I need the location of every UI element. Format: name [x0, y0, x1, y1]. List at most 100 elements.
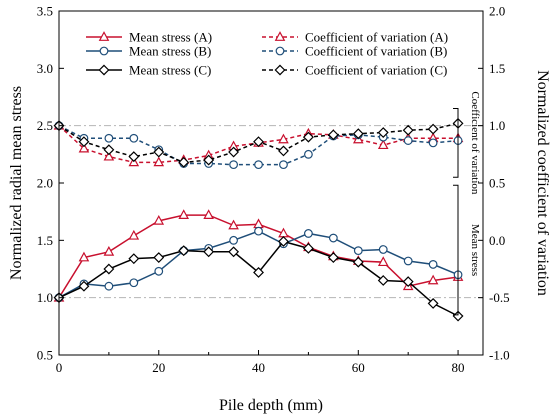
data-point	[302, 131, 314, 143]
data-point	[178, 245, 190, 257]
data-point	[254, 226, 263, 236]
y-right-tick-label: -1.0	[489, 348, 510, 363]
data-point	[229, 235, 238, 245]
legend-label: Mean stress (C)	[129, 63, 211, 78]
legend-item: Coefficient of variation (B)	[262, 44, 447, 59]
data-point	[254, 160, 263, 170]
y-right-tick-label: -0.5	[489, 290, 510, 305]
data-point	[427, 297, 439, 309]
data-point	[253, 218, 264, 229]
data-point	[327, 252, 339, 263]
data-point	[403, 136, 413, 145]
data-point	[402, 124, 414, 136]
reference-lines	[59, 125, 483, 299]
y-right-tick-label: 1.0	[489, 118, 505, 133]
data-point	[103, 263, 115, 275]
x-tick-label: 0	[56, 360, 63, 375]
y-left-tick-label: 3.0	[37, 61, 53, 76]
legend-item: Mean stress (B)	[86, 44, 211, 59]
y-right-tick-label: 0.5	[489, 176, 505, 191]
y-right-tick-label: 0.0	[489, 233, 505, 248]
legend-label: Mean stress (A)	[129, 30, 212, 45]
data-point	[228, 246, 240, 258]
legend-swatch-marker	[98, 31, 110, 41]
data-point	[428, 138, 438, 148]
y-axis-left-title: Normalized radial mean stress	[8, 86, 25, 280]
legend-item: Coefficient of variation (C)	[262, 63, 447, 78]
y-right-tick-label: 2.0	[489, 4, 505, 19]
series-1	[53, 209, 464, 302]
data-point	[352, 128, 364, 140]
data-point	[402, 276, 414, 288]
data-point	[153, 156, 165, 167]
data-point	[403, 256, 413, 266]
data-point	[328, 233, 338, 243]
cv-bracket-label: Coefficient of variation	[469, 91, 481, 195]
y-right-tick-label: 1.5	[489, 61, 505, 76]
y-left-tick-label: 2.5	[37, 118, 53, 133]
legend-label: Coefficient of variation (C)	[305, 63, 447, 78]
data-point	[253, 136, 264, 148]
legend-swatch-marker	[274, 64, 286, 76]
data-point	[253, 266, 264, 278]
series-6	[53, 117, 464, 168]
y-left-tick-label: 3.5	[37, 4, 53, 19]
data-point	[78, 251, 90, 262]
data-point	[128, 253, 140, 265]
x-tick-label: 80	[452, 360, 465, 375]
data-point	[128, 151, 140, 163]
data-point	[304, 229, 313, 238]
data-point	[104, 281, 114, 291]
data-point	[302, 242, 314, 254]
legend-label: Coefficient of variation (B)	[305, 44, 447, 59]
data-point	[229, 160, 238, 170]
data-point	[178, 156, 190, 168]
data-point	[427, 123, 439, 135]
legend-swatch-marker	[98, 64, 110, 76]
legend-item: Mean stress (C)	[86, 63, 211, 78]
data-point	[228, 146, 240, 158]
data-point	[377, 127, 389, 138]
x-tick-label: 20	[152, 360, 165, 375]
data-point	[128, 229, 140, 240]
data-point	[129, 278, 139, 288]
data-point	[327, 129, 339, 141]
data-point	[78, 136, 90, 148]
data-point	[278, 145, 289, 157]
x-tick-label: 60	[352, 360, 365, 375]
legend-item: Coefficient of variation (A)	[262, 30, 448, 45]
data-point	[78, 280, 90, 292]
data-point	[153, 252, 165, 263]
legend-label: Mean stress (B)	[129, 44, 211, 59]
x-tick-label: 40	[252, 360, 265, 375]
data-point	[104, 133, 114, 143]
data-point	[154, 266, 164, 276]
data-point	[203, 209, 214, 220]
data-point	[153, 214, 165, 225]
data-point	[178, 209, 190, 220]
data-point	[279, 160, 288, 170]
y-axis-right-title: Normalized coefficient of variation	[534, 70, 550, 296]
data-point	[428, 260, 438, 269]
series-2	[54, 226, 463, 303]
data-point	[203, 246, 215, 258]
data-point	[377, 256, 389, 267]
x-axis-title: Pile depth (mm)	[219, 397, 323, 414]
data-point	[103, 144, 115, 156]
mean-bracket-label: Mean stress	[469, 224, 481, 276]
mean-bracket	[453, 184, 459, 316]
data-point	[103, 245, 115, 256]
y-left-tick-label: 2.0	[37, 176, 53, 191]
legend-label: Coefficient of variation (A)	[305, 30, 448, 45]
data-point	[353, 246, 363, 256]
data-point	[427, 274, 439, 285]
data-point	[203, 154, 215, 166]
y-left-tick-label: 1.0	[37, 290, 53, 305]
data-point	[78, 142, 90, 153]
data-point	[378, 245, 388, 254]
legend: Mean stress (A) Coefficient of variation …	[86, 30, 448, 78]
y-left-tick-label: 0.5	[37, 348, 53, 363]
annotations: Coefficient of variation Mean stress	[453, 91, 481, 316]
data-point	[153, 146, 165, 158]
